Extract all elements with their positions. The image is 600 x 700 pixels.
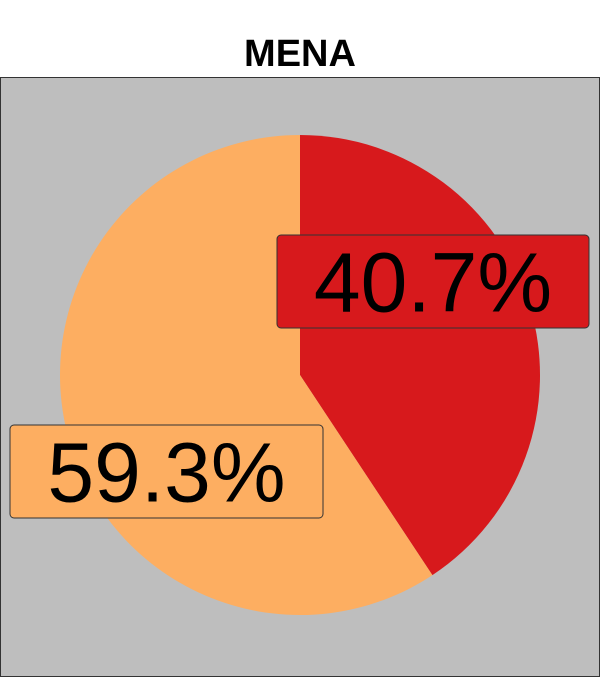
pie-label-2: 59.3% [47,426,285,520]
pie-label-1: 40.7% [314,236,552,330]
pie-label-box-1 [276,234,590,329]
chart-title: MENA [244,33,356,75]
pie-label-box-2 [9,424,324,519]
